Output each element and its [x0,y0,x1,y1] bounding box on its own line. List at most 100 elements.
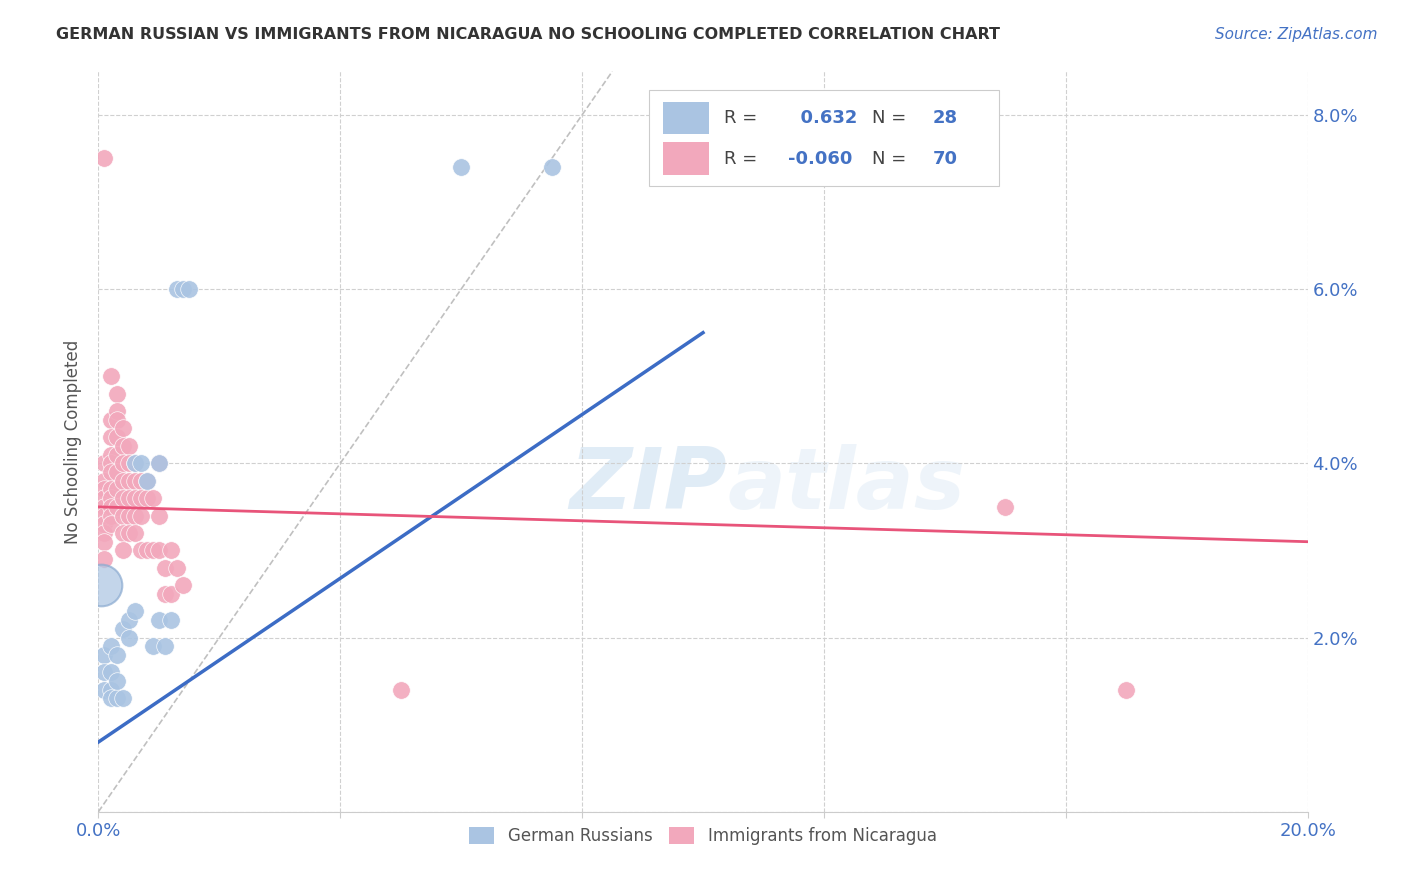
Point [90,578,112,592]
Point [118,439,141,453]
Point [111,622,134,636]
Point [100,448,122,462]
Point [111,421,134,435]
Point [100,691,122,706]
Point [1115,682,1137,697]
Text: R =: R = [724,150,756,168]
Point [100,456,122,470]
Point [179,282,201,296]
Point [105,448,128,462]
Point [111,526,134,541]
Point [129,474,152,488]
FancyBboxPatch shape [648,90,1000,186]
Point [124,604,146,618]
Point [93,508,115,523]
Point [111,474,134,488]
Text: 28: 28 [932,109,957,127]
Point [100,508,122,523]
Point [105,500,128,514]
Point [118,631,141,645]
Y-axis label: No Schooling Completed: No Schooling Completed [65,340,83,543]
Point [100,639,122,653]
Point [153,561,176,575]
Text: ZIP: ZIP [569,444,727,527]
Point [124,491,146,505]
Point [105,648,128,662]
Point [124,456,146,470]
Point [93,500,115,514]
Point [93,456,115,470]
Point [148,543,170,558]
Point [93,534,115,549]
Text: 0.632: 0.632 [787,109,858,127]
Point [172,282,194,296]
Point [100,517,122,532]
Point [118,456,141,470]
Legend: German Russians, Immigrants from Nicaragua: German Russians, Immigrants from Nicarag… [463,820,943,852]
Point [105,483,128,497]
Point [93,491,115,505]
Point [172,578,194,592]
Point [124,508,146,523]
Point [100,430,122,444]
Point [100,483,122,497]
Point [93,526,115,541]
Point [540,160,562,174]
Point [118,491,141,505]
Point [100,500,122,514]
Point [118,526,141,541]
Point [148,508,170,523]
Text: -0.060: -0.060 [787,150,852,168]
Text: GERMAN RUSSIAN VS IMMIGRANTS FROM NICARAGUA NO SCHOOLING COMPLETED CORRELATION C: GERMAN RUSSIAN VS IMMIGRANTS FROM NICARA… [56,27,1000,42]
Point [111,691,134,706]
Text: N =: N = [872,150,907,168]
Point [153,639,176,653]
Point [160,587,183,601]
Point [166,561,188,575]
Text: atlas: atlas [727,444,966,527]
Text: N =: N = [872,109,907,127]
Point [148,456,170,470]
Point [93,483,115,497]
Point [994,500,1017,514]
Point [93,474,115,488]
Point [105,413,128,427]
Point [100,682,122,697]
Point [93,152,115,166]
Point [142,491,165,505]
Point [124,474,146,488]
Point [105,430,128,444]
Point [135,491,157,505]
Point [100,491,122,505]
Point [105,386,128,401]
Point [166,282,188,296]
Point [111,456,134,470]
Point [148,456,170,470]
Point [124,456,146,470]
Point [135,543,157,558]
Point [100,665,122,680]
Point [148,613,170,627]
Point [135,474,157,488]
Point [105,404,128,418]
Text: 70: 70 [932,150,957,168]
Point [93,552,115,566]
Point [93,682,115,697]
Point [124,526,146,541]
Point [129,543,152,558]
Point [142,543,165,558]
Point [160,613,183,627]
Point [111,491,134,505]
Text: R =: R = [724,109,756,127]
FancyBboxPatch shape [664,143,709,175]
Point [389,682,412,697]
Point [93,665,115,680]
Point [105,674,128,689]
Point [100,465,122,479]
Point [129,491,152,505]
Point [100,369,122,384]
Point [105,465,128,479]
FancyBboxPatch shape [664,102,709,135]
Text: Source: ZipAtlas.com: Source: ZipAtlas.com [1215,27,1378,42]
Point [111,439,134,453]
